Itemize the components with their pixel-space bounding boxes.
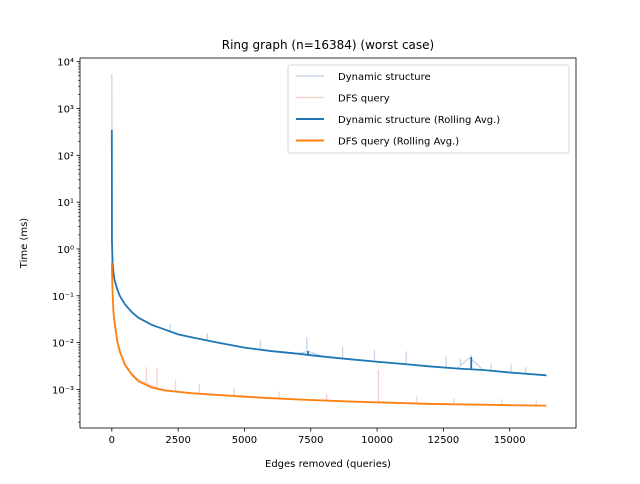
- x-axis: 0 2500 5000 7500 10000 12500 15000: [109, 428, 526, 446]
- x-tick-label: 2500: [165, 435, 190, 446]
- series-layer: [110, 73, 547, 407]
- x-tick-label: 5000: [232, 435, 257, 446]
- x-tick-label: 0: [109, 435, 115, 446]
- x-axis-label: Edges removed (queries): [265, 459, 391, 470]
- x-tick-label: 10000: [361, 435, 393, 446]
- series-dynamic-structure-rolling-avg-line: [110, 129, 547, 377]
- x-tick-label: 12500: [427, 435, 459, 446]
- y-tick-label: 10⁴: [57, 58, 74, 69]
- legend-label: DFS query (Rolling Avg.): [338, 137, 459, 148]
- y-tick-label: 10⁻¹: [52, 292, 74, 303]
- y-tick-label: 10²: [57, 151, 74, 162]
- legend-label: DFS query: [338, 94, 390, 105]
- series-dfs-query-rolling-avg-line: [110, 263, 547, 407]
- y-axis: 10⁻³ 10⁻² 10⁻¹ 10⁰ 10¹ 10² 10³ 10⁴: [52, 58, 80, 423]
- legend-label: Dynamic structure (Rolling Avg.): [338, 115, 500, 126]
- plot-frame: [79, 57, 577, 429]
- y-tick-label: 10⁰: [57, 245, 74, 256]
- y-tick-label: 10¹: [57, 198, 74, 209]
- legend: Dynamic structure DFS query Dynamic struct…: [287, 64, 570, 154]
- y-axis-label: Time (ms): [19, 218, 30, 270]
- y-tick-label: 10⁻²: [52, 339, 74, 350]
- y-tick-label: 10⁻³: [52, 385, 74, 396]
- x-tick-label: 15000: [494, 435, 526, 446]
- x-tick-label: 7500: [298, 435, 323, 446]
- y-tick-label: 10³: [57, 105, 74, 116]
- legend-box: [287, 64, 570, 154]
- legend-label: Dynamic structure: [338, 72, 431, 83]
- chart-title: Ring graph (n=16384) (worst case): [222, 38, 434, 52]
